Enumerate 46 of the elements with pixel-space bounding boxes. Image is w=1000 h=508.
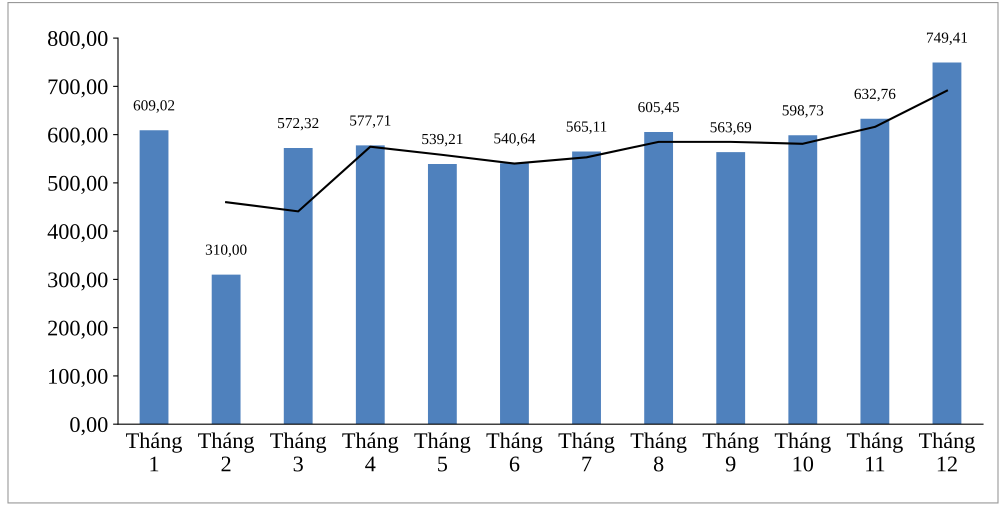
x-tick-label: Tháng 4 bbox=[342, 432, 398, 472]
data-label: 572,32 bbox=[278, 118, 318, 130]
x-tick-label: Tháng 2 bbox=[198, 432, 254, 472]
data-label: 540,64 bbox=[494, 133, 536, 146]
bar bbox=[428, 164, 457, 424]
bar bbox=[860, 118, 890, 424]
y-tick-label: 100,00 bbox=[49, 368, 108, 388]
y-tick-label: 0,00 bbox=[70, 417, 108, 436]
data-label: 598,73 bbox=[782, 105, 824, 118]
y-tick-label: 300,00 bbox=[48, 272, 108, 291]
x-tick-label: Tháng 10 bbox=[774, 432, 831, 472]
x-tick-label: Tháng 8 bbox=[630, 432, 687, 472]
x-tick-label: Tháng 9 bbox=[702, 432, 759, 472]
x-tick-label: Tháng 11 bbox=[846, 432, 903, 472]
bar bbox=[500, 163, 529, 424]
bar bbox=[932, 62, 962, 424]
data-label: 310,00 bbox=[206, 244, 247, 258]
y-tick-label: 200,00 bbox=[48, 320, 108, 339]
data-label: 565,11 bbox=[566, 121, 606, 134]
bar bbox=[140, 130, 168, 424]
bar bbox=[716, 152, 746, 424]
y-tick-label: 700,00 bbox=[48, 79, 108, 98]
bar bbox=[788, 135, 818, 424]
data-label: 577,71 bbox=[350, 115, 390, 128]
line-series bbox=[225, 90, 948, 212]
x-tick-label: Tháng 12 bbox=[918, 432, 975, 472]
data-label: 605,45 bbox=[638, 102, 680, 114]
data-label: 539,21 bbox=[422, 134, 462, 146]
bar bbox=[644, 132, 674, 424]
data-label: 632,76 bbox=[854, 88, 896, 102]
y-tick-label: 500,00 bbox=[48, 176, 108, 194]
y-tick-label: 600,00 bbox=[48, 128, 108, 146]
data-label: 749,41 bbox=[926, 32, 968, 45]
x-tick-label: Tháng 3 bbox=[270, 432, 326, 472]
y-tick-label: 800,00 bbox=[48, 31, 108, 50]
x-tick-label: Tháng 5 bbox=[414, 432, 470, 472]
bar bbox=[572, 151, 601, 424]
x-tick-label: Tháng 1 bbox=[126, 432, 182, 472]
y-tick-label: 400,00 bbox=[48, 224, 108, 242]
data-label: 609,02 bbox=[134, 100, 174, 113]
x-tick-label: Tháng 7 bbox=[558, 432, 615, 472]
bar bbox=[356, 145, 385, 424]
bar bbox=[212, 274, 241, 424]
x-tick-label: Tháng 6 bbox=[486, 432, 542, 472]
bar bbox=[284, 148, 313, 424]
data-label: 563,69 bbox=[710, 122, 752, 135]
